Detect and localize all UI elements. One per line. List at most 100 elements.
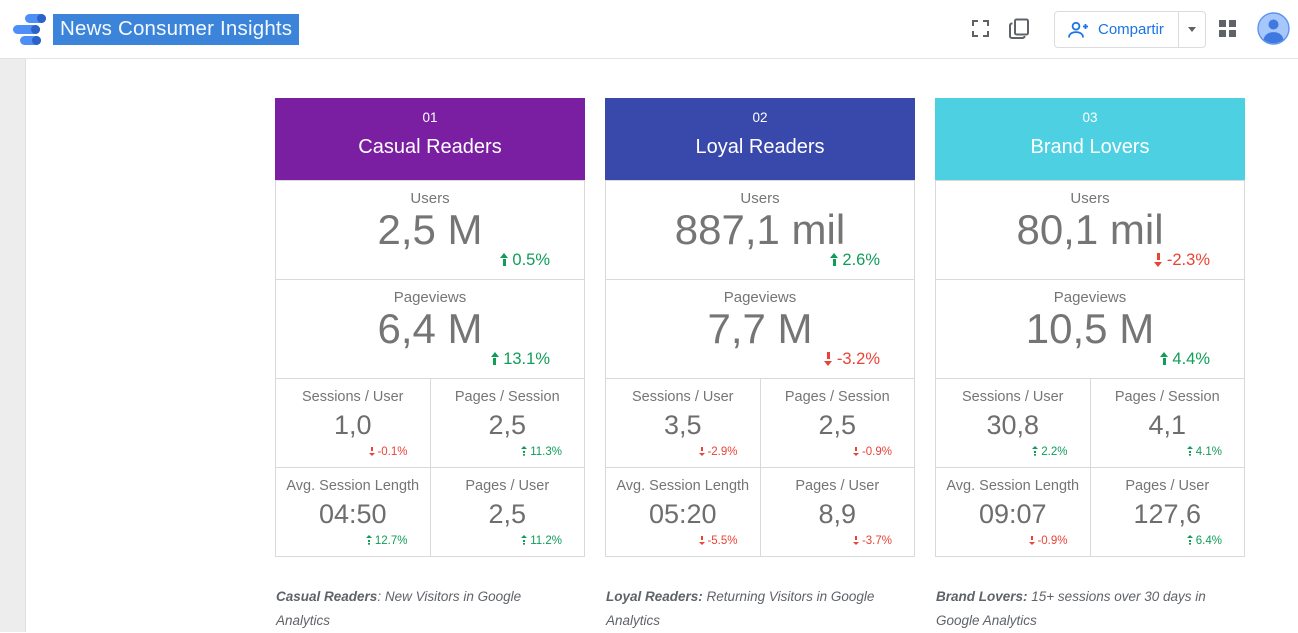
metric-delta: -0.1% <box>368 446 408 458</box>
segment-definition: Casual Readers: New Visitors in Google A… <box>276 589 522 629</box>
card-number: 03 <box>1082 110 1098 125</box>
metric-label: Users <box>740 190 780 207</box>
metric-delta: 11.3% <box>521 446 562 458</box>
quadrant-row: Avg. Session Length 04:50 12.7% Pages / … <box>275 467 585 557</box>
sessions-per-user-scorecard: Sessions / User 3,5 -2.9% <box>605 378 761 468</box>
metric-delta: -3.2% <box>824 350 880 369</box>
share-options-dropdown[interactable] <box>1177 12 1205 47</box>
pageviews-scorecard: Pageviews 6,4 M 13.1% <box>275 279 585 379</box>
trend-arrow-icon <box>853 535 860 545</box>
account-avatar-button[interactable] <box>1257 12 1290 45</box>
segment-definition: Loyal Readers: Returning Visitors in Goo… <box>606 589 875 629</box>
pages-per-session-scorecard: Pages / Session 2,5 11.3% <box>429 378 585 468</box>
trend-arrow-icon <box>1186 535 1194 545</box>
quadrant-row: Sessions / User 3,5 -2.9% Pages / Sessio… <box>605 378 915 468</box>
card-title: Brand Lovers <box>1030 136 1150 158</box>
canvas-left-gutter <box>0 58 26 632</box>
metric-label: Users <box>1070 190 1110 207</box>
metric-delta: 2.6% <box>829 251 880 270</box>
pageviews-scorecard: Pageviews 7,7 M -3.2% <box>605 279 915 379</box>
card-title: Casual Readers <box>358 136 502 158</box>
metric-value: 4,1 <box>1148 410 1187 440</box>
metric-delta: 13.1% <box>490 350 550 369</box>
user-avatar <box>1257 12 1290 45</box>
segment-card-loyal-readers: 02 Loyal Readers Users 887,1 mil 2.6% Pa… <box>605 98 915 628</box>
trend-arrow-icon <box>490 351 500 366</box>
trend-arrow-icon <box>698 535 705 545</box>
segment-card-casual-readers: 01 Casual Readers Users 2,5 M 0.5% Pagev… <box>275 98 585 628</box>
metric-delta: -5.5% <box>698 535 738 547</box>
pages-per-user-scorecard: Pages / User 127,6 6.4% <box>1089 467 1245 557</box>
trend-arrow-icon <box>853 446 860 456</box>
trend-arrow-icon <box>368 446 375 456</box>
metric-value: 127,6 <box>1133 499 1202 529</box>
trend-arrow-icon <box>1159 351 1169 366</box>
metric-label: Pages / Session <box>784 389 890 405</box>
person-add-icon <box>1067 21 1089 39</box>
users-scorecard: Users 80,1 mil -2.3% <box>935 180 1245 280</box>
metric-value: 80,1 mil <box>1016 206 1164 253</box>
metric-value: 2,5 <box>488 410 527 440</box>
metric-label: Pages / User <box>1125 478 1210 494</box>
metric-label: Pages / Session <box>1114 389 1220 405</box>
metric-value: 10,5 M <box>1025 305 1155 352</box>
metric-label: Sessions / User <box>631 389 734 405</box>
copy-pages-button[interactable] <box>1009 18 1030 40</box>
pages-per-user-scorecard: Pages / User 8,9 -3.7% <box>759 467 915 557</box>
logo-bar <box>25 14 46 23</box>
trend-arrow-icon <box>1032 446 1039 456</box>
metric-delta: 2.2% <box>1032 446 1068 458</box>
metric-value: 2,5 M <box>377 206 483 253</box>
share-button[interactable]: Compartir <box>1054 11 1206 48</box>
data-studio-logo-icon[interactable] <box>11 11 49 48</box>
trend-arrow-icon <box>521 446 528 456</box>
trend-arrow-icon <box>824 351 833 366</box>
avg-session-length-scorecard: Avg. Session Length 04:50 12.7% <box>275 467 431 557</box>
trend-arrow-icon <box>366 535 373 545</box>
quadrant-row: Avg. Session Length 05:20 -5.5% Pages / … <box>605 467 915 557</box>
card-header: 03 Brand Lovers <box>935 98 1245 181</box>
quadrant-row: Avg. Session Length 09:07 -0.9% Pages / … <box>935 467 1245 557</box>
metric-value: 887,1 mil <box>674 206 846 253</box>
metric-label: Pages / Session <box>454 389 560 405</box>
apps-grid-button[interactable] <box>1218 19 1237 38</box>
metric-label: Pageviews <box>723 289 797 306</box>
logo-bar <box>20 36 41 45</box>
app-header: News Consumer Insights Comparti <box>0 0 1298 59</box>
dropdown-caret-icon <box>1187 27 1196 32</box>
fullscreen-icon <box>971 19 990 38</box>
users-scorecard: Users 2,5 M 0.5% <box>275 180 585 280</box>
metric-value: 2,5 <box>488 499 527 529</box>
segment-card-brand-lovers: 03 Brand Lovers Users 80,1 mil -2.3% Pag… <box>935 98 1245 628</box>
trend-arrow-icon <box>499 252 509 267</box>
metric-delta: 6.4% <box>1186 535 1222 547</box>
metric-value: 05:20 <box>648 499 717 529</box>
trend-arrow-icon <box>1028 535 1035 545</box>
trend-arrow-icon <box>1154 252 1163 267</box>
fullscreen-button[interactable] <box>971 19 990 38</box>
card-header: 01 Casual Readers <box>275 98 585 181</box>
metric-label: Users <box>410 190 450 207</box>
pageviews-scorecard: Pageviews 10,5 M 4.4% <box>935 279 1245 379</box>
metric-value: 8,9 <box>818 499 857 529</box>
metric-label: Avg. Session Length <box>946 478 1080 494</box>
metric-label: Avg. Session Length <box>286 478 420 494</box>
trend-arrow-icon <box>698 446 705 456</box>
segment-definition: Brand Lovers: 15+ sessions over 30 days … <box>936 589 1206 629</box>
share-button-main[interactable]: Compartir <box>1055 12 1178 47</box>
metric-label: Sessions / User <box>961 389 1064 405</box>
apps-grid-icon <box>1218 19 1237 38</box>
trend-arrow-icon <box>521 535 528 545</box>
sessions-per-user-scorecard: Sessions / User 30,8 2.2% <box>935 378 1091 468</box>
metric-value: 04:50 <box>318 499 387 529</box>
metric-delta: 12.7% <box>366 535 408 547</box>
metric-delta: 4.4% <box>1159 350 1210 369</box>
metric-value: 09:07 <box>978 499 1047 529</box>
metric-delta: -0.9% <box>853 446 892 458</box>
metric-value: 2,5 <box>818 410 857 440</box>
metric-delta: -0.9% <box>1028 535 1068 547</box>
metric-value: 30,8 <box>986 410 1040 440</box>
pages-per-user-scorecard: Pages / User 2,5 11.2% <box>429 467 585 557</box>
report-title: News Consumer Insights <box>53 14 300 45</box>
pages-per-session-scorecard: Pages / Session 4,1 4.1% <box>1089 378 1245 468</box>
